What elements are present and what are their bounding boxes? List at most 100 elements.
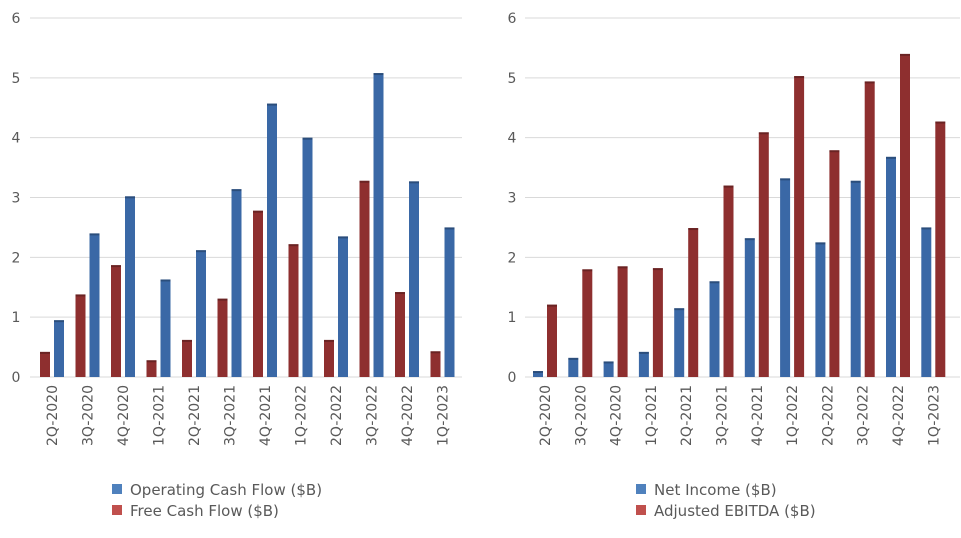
y-tick-label: 1 — [508, 310, 517, 326]
bar-operating-cash-flow-b — [338, 236, 348, 377]
bar-operating-cash-flow-b — [196, 250, 206, 377]
bar-cap — [568, 357, 579, 360]
bar-operating-cash-flow-b — [373, 73, 384, 378]
bar-adjusted-ebitda-b — [829, 150, 840, 377]
y-tick-label: 4 — [508, 131, 517, 147]
bar-cap — [603, 361, 614, 364]
bar-adjusted-ebitda-b — [652, 268, 663, 377]
bar-cap — [160, 279, 171, 282]
bar-cap — [125, 196, 135, 199]
bar-cap — [338, 236, 348, 239]
bar-cap — [638, 351, 649, 354]
y-tick-label: 4 — [12, 131, 21, 147]
bar-cap — [652, 268, 663, 271]
bar-free-cash-flow-b — [288, 244, 299, 377]
bar-net-income-b — [674, 308, 685, 377]
x-tick-label: 3Q-2020 — [81, 385, 97, 446]
bar-operating-cash-flow-b — [267, 103, 277, 377]
x-tick-label: 3Q-2021 — [715, 385, 731, 446]
y-tick-label: 0 — [508, 370, 517, 386]
chart-2: 0 1 2 3 4 5 6 2Q-2020 3Q-2020 4Q-2020 1Q-2021 2Q-20… — [508, 11, 960, 520]
bar-cap — [850, 180, 861, 183]
bar-adjusted-ebitda-b — [723, 185, 734, 377]
bar-operating-cash-flow-b — [160, 279, 171, 377]
bar-cap — [900, 53, 910, 56]
bar-cap — [231, 189, 242, 192]
x-tick-label: 4Q-2022 — [400, 385, 416, 446]
y-tick-label: 5 — [508, 71, 517, 87]
bar-free-cash-flow-b — [395, 292, 405, 377]
x-tick-label: 3Q-2022 — [365, 385, 381, 446]
bar-adjusted-ebitda-b — [547, 304, 557, 377]
bar-operating-cash-flow-b — [54, 320, 64, 377]
x-tick-label: 2Q-2022 — [820, 385, 836, 446]
bar-net-income-b — [850, 180, 861, 377]
bar-cap — [935, 121, 946, 124]
bar-cap — [75, 294, 86, 297]
y-tick-label: 3 — [12, 191, 21, 207]
x-tick-label: 1Q-2023 — [436, 385, 452, 446]
x-tick-label: 2Q-2022 — [329, 385, 345, 446]
legend-label: Adjusted EBITDA ($B) — [654, 502, 816, 520]
bar-operating-cash-flow-b — [89, 233, 100, 377]
legend-label: Free Cash Flow ($B) — [130, 502, 279, 520]
x-tick-label: 4Q-2020 — [116, 385, 132, 446]
x-tick-label: 3Q-2020 — [573, 385, 589, 446]
bar-cap — [217, 298, 228, 301]
bar-cap — [373, 73, 384, 76]
bar-net-income-b — [886, 156, 896, 377]
bar-free-cash-flow-b — [359, 180, 370, 377]
bar-operating-cash-flow-b — [302, 137, 313, 377]
x-tick-label: 3Q-2021 — [223, 385, 239, 446]
x-tick-label: 2Q-2020 — [538, 385, 554, 446]
x-tick-label: 1Q-2021 — [152, 385, 168, 446]
bar-cap — [547, 304, 557, 307]
chart-1: 0 1 2 3 4 5 6 2Q-2020 3Q-2020 4Q-2020 1Q-2021 2Q-20… — [12, 11, 462, 520]
bar-adjusted-ebitda-b — [758, 132, 769, 377]
bar-net-income-b — [533, 371, 543, 377]
bar-operating-cash-flow-b — [409, 181, 419, 377]
bar-cap — [794, 76, 805, 79]
bar-free-cash-flow-b — [217, 298, 228, 377]
bar-cap — [40, 351, 50, 354]
bar-free-cash-flow-b — [75, 294, 86, 377]
bar-free-cash-flow-b — [430, 351, 441, 377]
x-tick-label: 1Q-2021 — [644, 385, 660, 446]
x-tick-label: 3Q-2022 — [856, 385, 872, 446]
bar-cap — [409, 181, 419, 184]
bar-cap — [744, 238, 755, 241]
bar-cap — [54, 320, 64, 323]
x-tick-label: 1Q-2022 — [785, 385, 801, 446]
bar-operating-cash-flow-b — [125, 196, 135, 377]
bar-cap — [253, 210, 263, 213]
bar-operating-cash-flow-b — [444, 227, 455, 377]
bar-cap — [709, 281, 720, 284]
bar-cap — [324, 339, 334, 342]
y-tick-label: 3 — [508, 191, 517, 207]
bar-net-income-b — [921, 227, 932, 377]
x-tick-label: 4Q-2021 — [750, 385, 766, 446]
bar-free-cash-flow-b — [111, 265, 121, 377]
bar-free-cash-flow-b — [253, 210, 263, 377]
legend-swatch — [636, 484, 646, 494]
bar-cap — [111, 265, 121, 268]
y-tick-label: 5 — [12, 71, 21, 87]
bar-cap — [617, 266, 628, 269]
legend-swatch — [112, 484, 122, 494]
bar-free-cash-flow-b — [40, 351, 50, 377]
bar-free-cash-flow-b — [146, 360, 157, 377]
y-tick-label: 6 — [508, 11, 517, 27]
x-tick-label: 1Q-2022 — [294, 385, 310, 446]
bar-operating-cash-flow-b — [231, 189, 242, 377]
bar-adjusted-ebitda-b — [582, 269, 593, 377]
bar-net-income-b — [638, 351, 649, 377]
x-tick-label: 2Q-2020 — [45, 385, 61, 446]
bar-net-income-b — [568, 357, 579, 377]
bar-cap — [146, 360, 157, 363]
bar-cap — [533, 371, 543, 374]
bar-adjusted-ebitda-b — [935, 121, 946, 378]
bar-cap — [359, 180, 370, 183]
bar-adjusted-ebitda-b — [900, 53, 910, 378]
y-tick-label: 0 — [12, 370, 21, 386]
bar-cap — [182, 339, 192, 342]
